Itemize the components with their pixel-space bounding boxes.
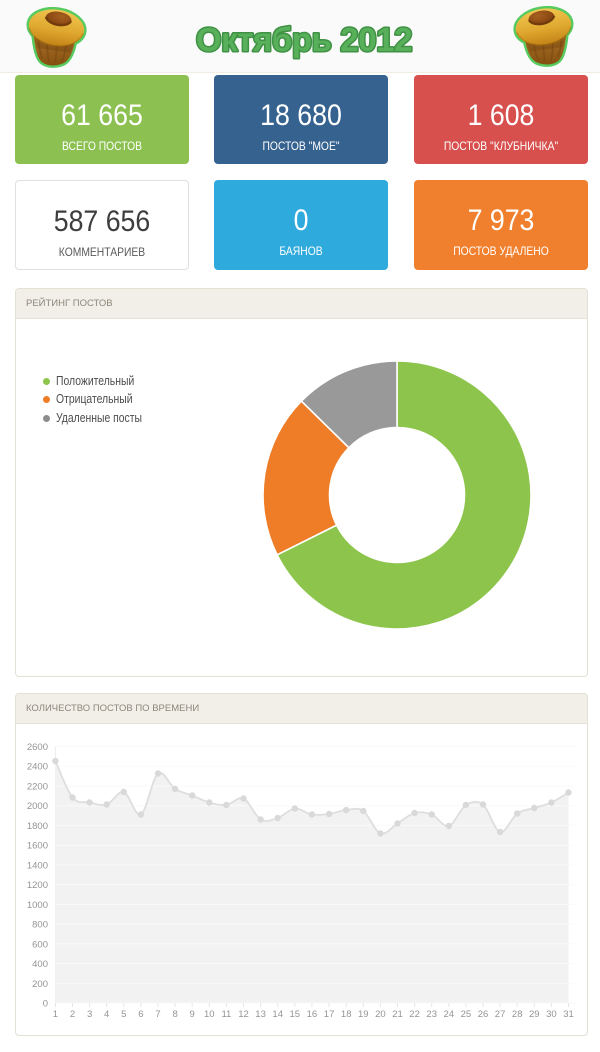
svg-text:23: 23 — [426, 1009, 437, 1020]
svg-text:13: 13 — [255, 1009, 266, 1020]
svg-text:21: 21 — [392, 1009, 403, 1020]
svg-text:12: 12 — [238, 1009, 249, 1020]
svg-text:Октябрь 2012: Октябрь 2012 — [196, 21, 412, 58]
svg-text:26: 26 — [478, 1009, 489, 1020]
svg-text:800: 800 — [32, 920, 48, 931]
svg-text:2600: 2600 — [27, 742, 48, 753]
svg-text:24: 24 — [444, 1009, 455, 1020]
svg-text:31: 31 — [563, 1009, 574, 1020]
svg-text:17: 17 — [324, 1009, 335, 1020]
svg-text:2000: 2000 — [27, 801, 48, 812]
svg-text:1200: 1200 — [27, 880, 48, 891]
svg-text:1: 1 — [53, 1009, 58, 1020]
svg-text:600: 600 — [32, 939, 48, 950]
svg-text:1000: 1000 — [27, 900, 48, 911]
svg-text:5: 5 — [121, 1009, 126, 1020]
svg-text:9: 9 — [190, 1009, 195, 1020]
svg-text:1600: 1600 — [27, 841, 48, 852]
svg-text:16: 16 — [307, 1009, 318, 1020]
svg-text:11: 11 — [221, 1009, 231, 1020]
svg-text:14: 14 — [272, 1009, 283, 1020]
svg-text:28: 28 — [512, 1009, 523, 1020]
svg-text:25: 25 — [461, 1009, 472, 1020]
svg-text:18: 18 — [341, 1009, 352, 1020]
svg-text:20: 20 — [375, 1009, 386, 1020]
svg-text:7: 7 — [155, 1009, 160, 1020]
svg-text:200: 200 — [32, 979, 48, 990]
svg-text:19: 19 — [358, 1009, 369, 1020]
svg-text:8: 8 — [172, 1009, 177, 1020]
svg-text:29: 29 — [529, 1009, 540, 1020]
svg-text:2200: 2200 — [27, 782, 48, 793]
svg-text:6: 6 — [138, 1009, 143, 1020]
svg-text:22: 22 — [409, 1009, 420, 1020]
svg-text:2400: 2400 — [27, 762, 48, 773]
svg-text:400: 400 — [32, 959, 48, 970]
svg-text:10: 10 — [204, 1009, 215, 1020]
svg-text:3: 3 — [87, 1009, 92, 1020]
svg-text:2: 2 — [70, 1009, 75, 1020]
svg-text:4: 4 — [104, 1009, 109, 1020]
svg-text:1800: 1800 — [27, 821, 48, 832]
svg-text:30: 30 — [546, 1009, 557, 1020]
svg-text:27: 27 — [495, 1009, 506, 1020]
svg-text:0: 0 — [43, 999, 48, 1010]
svg-text:15: 15 — [290, 1009, 301, 1020]
svg-text:1400: 1400 — [27, 860, 48, 871]
